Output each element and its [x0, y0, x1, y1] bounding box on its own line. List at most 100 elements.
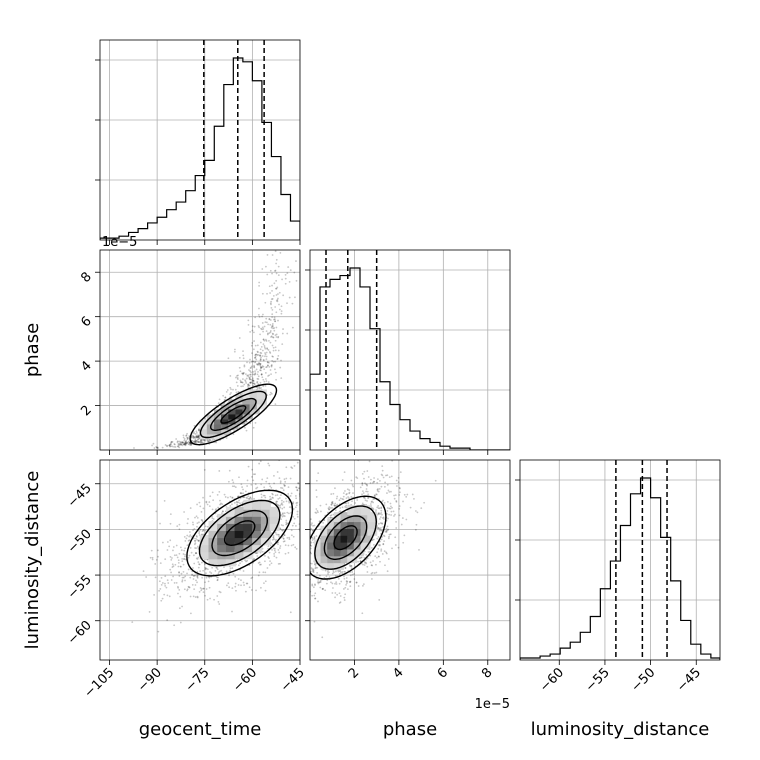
sample-point	[361, 584, 364, 587]
density-cell	[243, 513, 254, 524]
sample-point	[174, 446, 177, 448]
sample-point	[327, 470, 329, 472]
sample-point	[282, 500, 285, 503]
sample-point	[286, 332, 289, 335]
sample-point	[261, 478, 264, 481]
sample-point	[156, 447, 159, 450]
sample-point	[324, 471, 326, 473]
sample-point	[272, 360, 275, 363]
sample-point	[247, 384, 250, 387]
sample-point	[259, 369, 261, 372]
sample-point	[391, 506, 393, 509]
sample-point	[242, 570, 245, 572]
sample-point	[241, 502, 244, 504]
sample-point	[365, 483, 368, 486]
sample-point	[160, 583, 163, 586]
sample-point	[194, 574, 197, 577]
sample-point	[195, 515, 198, 518]
sample-point	[350, 503, 353, 506]
sample-point	[304, 474, 306, 476]
sample-point	[382, 534, 385, 537]
sample-point	[231, 567, 234, 569]
sample-point	[274, 551, 277, 554]
sample-point	[272, 497, 274, 499]
sample-point	[273, 316, 276, 319]
sample-point	[271, 332, 274, 335]
sample-point	[282, 294, 285, 297]
sample-point	[212, 518, 215, 520]
sample-point	[317, 472, 320, 475]
sample-point	[260, 373, 263, 375]
sample-point	[294, 563, 296, 565]
sample-point	[230, 391, 232, 394]
sample-point	[393, 515, 395, 517]
sample-point	[202, 496, 204, 499]
sample-point	[331, 506, 333, 509]
sample-point	[276, 494, 279, 496]
sample-point	[286, 536, 289, 539]
sample-point	[251, 342, 254, 344]
sample-point	[164, 585, 167, 587]
sample-point	[258, 326, 261, 329]
sample-point	[172, 565, 175, 568]
sample-point	[188, 531, 191, 533]
sample-point	[257, 362, 260, 364]
sample-point	[380, 507, 383, 510]
sample-point	[329, 516, 331, 519]
sample-point	[258, 387, 261, 390]
sample-point	[193, 431, 195, 434]
sample-point	[267, 580, 269, 582]
sample-point	[268, 339, 270, 342]
sample-point	[284, 497, 287, 500]
sample-point	[376, 481, 379, 484]
sample-point	[277, 265, 280, 268]
sample-point	[202, 569, 205, 572]
sample-point	[227, 480, 230, 483]
sample-point	[208, 439, 211, 441]
sample-point	[192, 440, 195, 443]
sample-point	[210, 440, 212, 442]
sample-point	[292, 502, 294, 505]
sample-point	[194, 433, 197, 435]
sample-point	[296, 513, 299, 516]
sample-point	[270, 364, 273, 367]
sample-point	[271, 324, 274, 327]
sample-point	[397, 546, 400, 549]
sample-point	[181, 560, 184, 563]
sample-point	[359, 486, 362, 489]
sample-point	[365, 562, 368, 565]
sample-point	[181, 557, 184, 560]
sample-point	[211, 515, 214, 518]
sample-point	[360, 556, 363, 559]
sample-point	[229, 495, 232, 498]
sample-point	[192, 554, 195, 557]
sample-point	[285, 114, 287, 116]
sample-point	[259, 563, 261, 566]
sample-point	[188, 443, 191, 446]
density-cell	[320, 560, 331, 571]
contour-line	[223, 520, 256, 547]
sample-point	[232, 433, 235, 436]
panel-frame	[309, 249, 511, 451]
sample-point	[168, 444, 171, 447]
sample-point	[339, 507, 342, 509]
sample-point	[251, 475, 253, 478]
sample-point	[252, 370, 255, 373]
sample-point	[258, 281, 261, 284]
sample-point	[190, 551, 193, 554]
sample-point	[297, 525, 299, 527]
sample-point	[286, 302, 288, 305]
x-tick-label: −45	[674, 665, 704, 695]
sample-point	[173, 582, 176, 584]
sample-point	[282, 328, 284, 330]
sample-point	[153, 594, 156, 596]
sample-point	[331, 572, 334, 575]
sample-point	[364, 499, 367, 502]
sample-point	[249, 358, 251, 361]
sample-point	[188, 554, 191, 557]
sample-point	[220, 569, 223, 572]
sample-point	[363, 561, 366, 564]
sample-point	[355, 476, 358, 479]
sample-point	[156, 549, 159, 552]
sample-point	[281, 227, 283, 229]
